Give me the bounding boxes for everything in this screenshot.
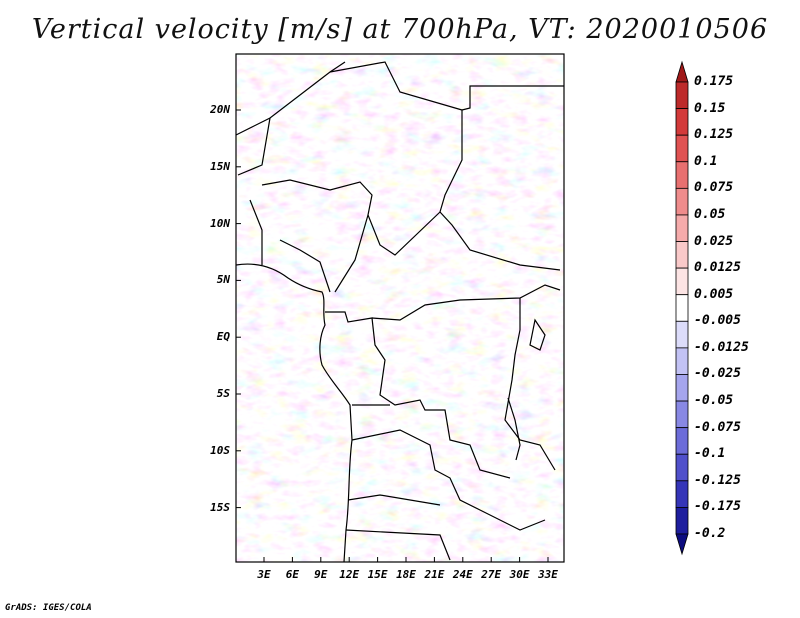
lon-label: 15E [367, 568, 388, 581]
colorbar-label: 0.05 [694, 206, 726, 222]
colorbar-label: 0.0125 [694, 260, 741, 276]
colorbar-bin [675, 81, 689, 109]
colorbar-bin [675, 134, 689, 163]
colorbar-bottom-arrow [675, 533, 689, 556]
lat-label: 10S [210, 443, 230, 457]
lat-label: 10N [210, 216, 230, 230]
colorbar-label: -0.0125 [694, 339, 749, 355]
colorbar-label: -0.2 [694, 526, 726, 541]
colorbar [675, 60, 689, 556]
colorbar-bin [675, 374, 689, 402]
colorbar-label: 0.005 [694, 286, 734, 302]
colorbar-bin [675, 400, 689, 429]
colorbar-label: -0.005 [694, 313, 741, 329]
colorbar-bin [675, 267, 689, 296]
colorbar-label: -0.075 [694, 419, 741, 435]
colorbar-label: 0.175 [694, 74, 734, 89]
map-frame [235, 53, 565, 563]
country-borders [236, 61, 564, 562]
lon-label: 12E [339, 568, 360, 581]
colorbar-label: 0.15 [694, 100, 726, 116]
grads-credit: GrADS: IGES/COLA [5, 603, 92, 613]
lon-label: 9E [314, 568, 328, 581]
colorbar-bin [675, 187, 689, 216]
colorbar-label: -0.125 [694, 472, 741, 488]
lat-label: 15S [210, 500, 230, 514]
colorbar-bin [675, 108, 689, 136]
colorbar-label: 0.075 [694, 180, 734, 196]
lon-label: 27E [481, 568, 502, 581]
colorbar-label: 0.025 [694, 233, 734, 249]
colorbar-top-arrow [675, 60, 689, 83]
colorbar-bin [675, 507, 689, 535]
colorbar-bin [675, 453, 689, 482]
lon-label: 30E [509, 568, 530, 581]
axis-ticks [236, 109, 549, 562]
lat-label: 5N [216, 273, 230, 287]
colorbar-bin [675, 480, 689, 508]
lat-label: 5S [216, 387, 230, 400]
lon-label: 24E [452, 568, 473, 581]
colorbar-bin [675, 294, 689, 322]
colorbar-label: -0.175 [694, 499, 741, 515]
lat-label: 15N [210, 159, 230, 173]
colorbar-label: 0.1 [694, 153, 718, 169]
map-title: Vertical velocity [m/s] at 700hPa, VT: 2… [31, 14, 769, 45]
lon-label: 6E [285, 568, 300, 581]
colorbar-bin [675, 161, 689, 189]
lon-label: 3E [257, 568, 271, 581]
lon-label: 18E [396, 568, 416, 581]
colorbar-label: -0.1 [694, 446, 726, 462]
colorbar-label: -0.05 [694, 393, 734, 409]
colorbar-label: -0.025 [694, 366, 741, 382]
colorbar-bin [675, 347, 689, 375]
colorbar-bin [675, 320, 689, 349]
colorbar-bin [675, 241, 689, 269]
colorbar-bin [675, 427, 689, 455]
colorbar-bin [675, 214, 689, 242]
lon-label: 21E [424, 568, 445, 581]
colorbar-label: 0.125 [694, 127, 734, 143]
lat-label: EQ [216, 330, 230, 344]
lon-label: 33E [538, 568, 558, 581]
lat-label: 20N [210, 103, 230, 116]
velocity-field [236, 54, 564, 562]
